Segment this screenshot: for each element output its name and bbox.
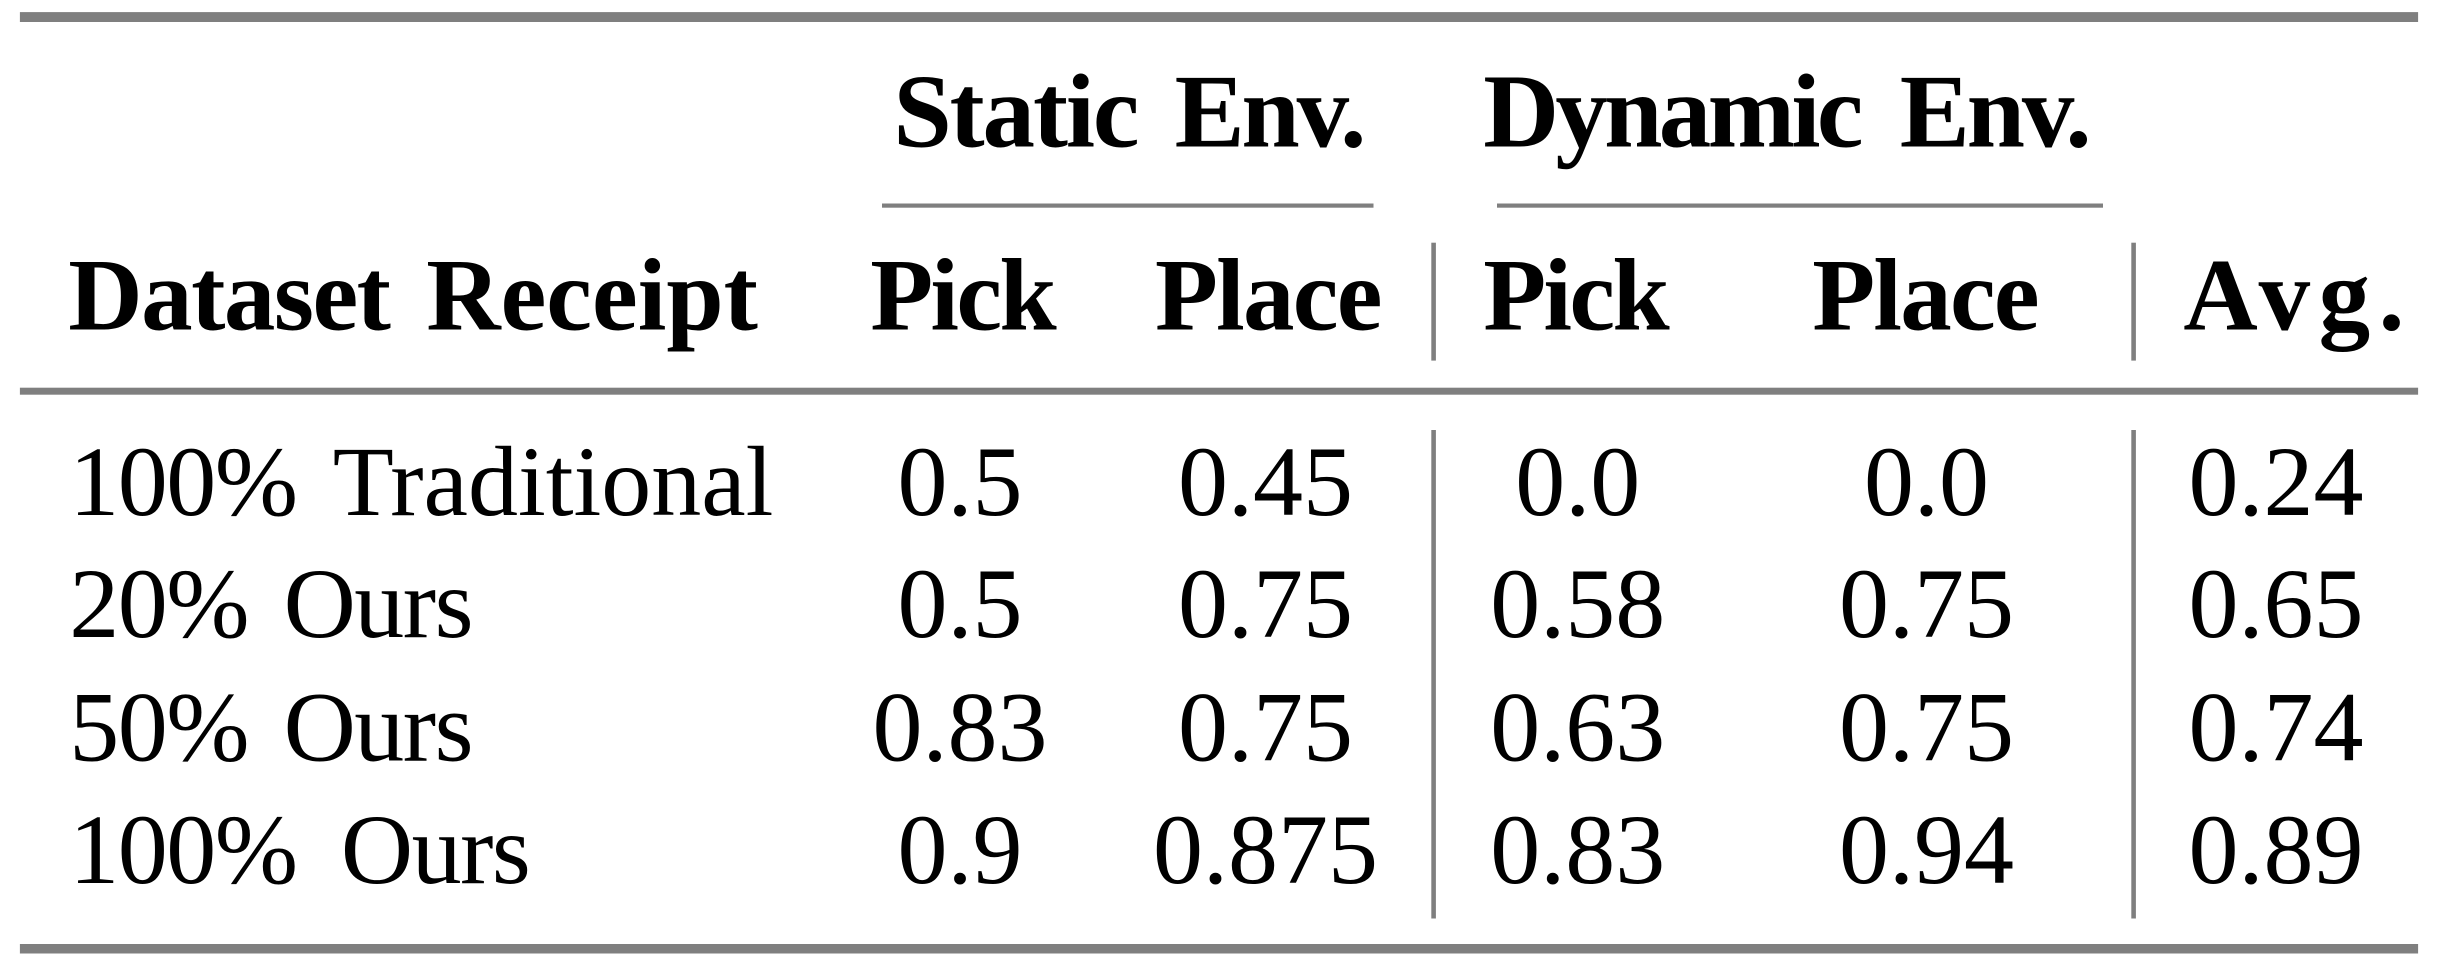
- svg-text:0.58: 0.58: [1490, 548, 1665, 659]
- svg-text:Traditional: Traditional: [333, 426, 774, 537]
- svg-text:Ours: Ours: [341, 794, 529, 905]
- svg-text:Avg.: Avg.: [2183, 239, 2413, 353]
- svg-text:Place: Place: [1155, 239, 1381, 353]
- svg-text:0.0: 0.0: [1515, 426, 1640, 537]
- svg-text:Env.: Env.: [1900, 53, 2089, 170]
- svg-text:50%: 50%: [69, 671, 248, 782]
- svg-text:0.875: 0.875: [1153, 794, 1378, 905]
- svg-text:Env.: Env.: [1175, 53, 1364, 170]
- svg-text:0.74: 0.74: [2189, 671, 2364, 782]
- svg-text:Static: Static: [893, 53, 1137, 170]
- svg-text:Pick: Pick: [870, 239, 1057, 353]
- svg-text:0.75: 0.75: [1839, 671, 2014, 782]
- svg-text:Ours: Ours: [284, 671, 472, 782]
- svg-text:100%: 100%: [69, 426, 296, 537]
- svg-text:100%: 100%: [69, 794, 296, 905]
- svg-text:0.83: 0.83: [873, 671, 1048, 782]
- svg-text:0.63: 0.63: [1490, 671, 1665, 782]
- svg-text:20%: 20%: [69, 548, 248, 659]
- svg-text:0.0: 0.0: [1864, 426, 1989, 537]
- svg-text:0.5: 0.5: [898, 426, 1023, 537]
- svg-text:Ours: Ours: [284, 548, 472, 659]
- svg-text:Pick: Pick: [1483, 239, 1670, 353]
- svg-text:Dynamic: Dynamic: [1483, 53, 1861, 170]
- svg-text:0.24: 0.24: [2189, 426, 2364, 537]
- svg-text:0.75: 0.75: [1839, 548, 2014, 659]
- svg-text:0.75: 0.75: [1178, 671, 1353, 782]
- svg-text:Place: Place: [1812, 239, 2038, 353]
- svg-text:0.45: 0.45: [1178, 426, 1353, 537]
- svg-text:0.65: 0.65: [2189, 548, 2364, 659]
- svg-text:0.83: 0.83: [1490, 794, 1665, 905]
- svg-text:0.89: 0.89: [2189, 794, 2364, 905]
- svg-text:0.75: 0.75: [1178, 548, 1353, 659]
- svg-text:Dataset: Dataset: [68, 239, 390, 353]
- svg-text:0.9: 0.9: [898, 794, 1023, 905]
- svg-text:0.5: 0.5: [898, 548, 1023, 659]
- svg-text:0.94: 0.94: [1839, 794, 2014, 905]
- svg-text:Receipt: Receipt: [426, 239, 758, 353]
